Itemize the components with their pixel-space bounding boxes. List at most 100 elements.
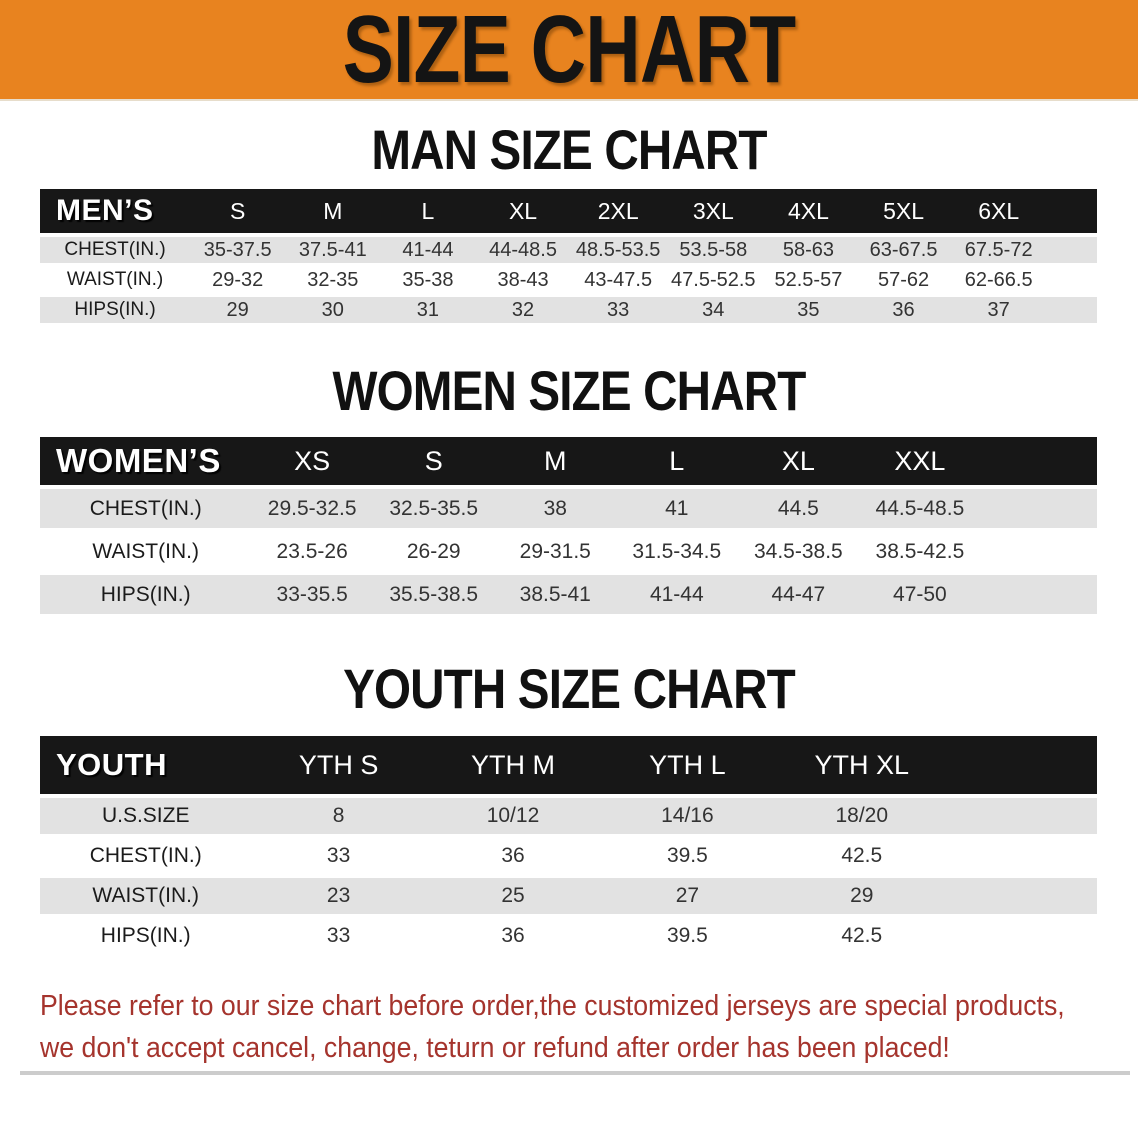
measurement-value: 37 — [951, 297, 1047, 327]
measurement-value: 14/16 — [600, 798, 775, 838]
size-column-header: XL — [475, 189, 571, 237]
table-header-row: WOMEN’S XS S M L XL XXL — [40, 437, 1097, 489]
measurement-value: 29 — [190, 297, 286, 327]
measurement-value: 58-63 — [760, 237, 856, 267]
size-chart-content: MAN SIZE CHART MEN’S S M L XL 2XL 3XL 4XL 5XL 6XL… — [0, 118, 1138, 958]
measurement-value: 29-32 — [190, 267, 286, 297]
spacer-cell — [1046, 297, 1097, 327]
measurement-value: 42.5 — [774, 838, 949, 878]
spacer-cell — [980, 437, 1097, 489]
size-column-header: L — [380, 189, 476, 237]
banner: SIZE CHART — [0, 0, 1138, 101]
size-column-header: YTH M — [425, 736, 601, 798]
spacer-cell — [948, 736, 1097, 798]
measurement-value: 57-62 — [855, 267, 952, 297]
measurement-value: 38.5-42.5 — [859, 532, 981, 575]
spacer-cell — [980, 575, 1097, 618]
youth-section-title: YOUTH SIZE CHART — [343, 657, 796, 720]
measurement-row: CHEST(IN.) 29.5-32.5 32.5-35.5 38 41 44.5 44.5… — [40, 489, 1097, 532]
measurement-value: 29-31.5 — [494, 532, 617, 575]
table-header-row: MEN’S S M L XL 2XL 3XL 4XL 5XL 6XL — [40, 189, 1097, 237]
measurement-label: WAIST(IN.) — [40, 878, 252, 918]
spacer-cell — [948, 878, 1097, 918]
measurement-label: HIPS(IN.) — [40, 575, 252, 618]
measurement-row: CHEST(IN.) 33 36 39.5 42.5 — [40, 838, 1097, 878]
measurement-value: 52.5-57 — [760, 267, 856, 297]
measurement-value: 33 — [251, 918, 426, 958]
measurement-value: 34 — [665, 297, 761, 327]
measurement-value: 41-44 — [380, 237, 476, 267]
size-column-header: XS — [251, 437, 373, 489]
table-group-label-men: MEN’S — [40, 189, 191, 237]
measurement-row: HIPS(IN.) 29 30 31 32 33 34 35 36 37 — [40, 297, 1097, 327]
measurement-value: 26-29 — [372, 532, 495, 575]
measurement-value: 25 — [425, 878, 601, 918]
measurement-row: WAIST(IN.) 23.5-26 26-29 29-31.5 31.5-34.5 34… — [40, 532, 1097, 575]
spacer-cell — [1046, 189, 1097, 237]
measurement-value: 44.5 — [737, 489, 860, 532]
measurement-value: 63-67.5 — [855, 237, 952, 267]
measurement-value: 62-66.5 — [951, 267, 1047, 297]
measurement-value: 32.5-35.5 — [372, 489, 495, 532]
section-men: MAN SIZE CHART MEN’S S M L XL 2XL 3XL 4XL 5XL 6XL… — [0, 118, 1138, 327]
measurement-value: 31 — [380, 297, 476, 327]
spacer-cell — [980, 532, 1097, 575]
measurement-value: 33-35.5 — [251, 575, 373, 618]
measurement-value: 33 — [570, 297, 666, 327]
size-column-header: 3XL — [665, 189, 761, 237]
measurement-label: CHEST(IN.) — [40, 489, 252, 532]
table-header-row: YOUTH YTH S YTH M YTH L YTH XL — [40, 736, 1097, 798]
measurement-value: 35-37.5 — [190, 237, 286, 267]
women-size-table: WOMEN’S XS S M L XL XXL CHEST(IN.) 29.5-32.5 32.5… — [40, 437, 1097, 618]
spacer-cell — [948, 798, 1097, 838]
section-youth: YOUTH SIZE CHART YOUTH YTH S YTH M YTH L YTH… — [0, 657, 1138, 958]
measurement-label: CHEST(IN.) — [40, 237, 191, 267]
measurement-value: 44-47 — [737, 575, 860, 618]
measurement-label: HIPS(IN.) — [40, 918, 252, 958]
measurement-value: 31.5-34.5 — [616, 532, 738, 575]
measurement-value: 23.5-26 — [251, 532, 373, 575]
measurement-value: 32-35 — [285, 267, 381, 297]
size-column-header: S — [372, 437, 495, 489]
size-column-header: 5XL — [855, 189, 952, 237]
measurement-row: U.S.SIZE 8 10/12 14/16 18/20 — [40, 798, 1097, 838]
men-section-title: MAN SIZE CHART — [371, 118, 767, 181]
measurement-row: WAIST(IN.) 23 25 27 29 — [40, 878, 1097, 918]
measurement-value: 47.5-52.5 — [665, 267, 761, 297]
measurement-row: HIPS(IN.) 33-35.5 35.5-38.5 38.5-41 41-44 44-… — [40, 575, 1097, 618]
measurement-value: 32 — [475, 297, 571, 327]
measurement-value: 47-50 — [859, 575, 981, 618]
size-column-header: 4XL — [760, 189, 856, 237]
size-column-header: 6XL — [951, 189, 1047, 237]
size-column-header: YTH XL — [774, 736, 949, 798]
measurement-value: 35.5-38.5 — [372, 575, 495, 618]
measurement-label: WAIST(IN.) — [40, 267, 191, 297]
measurement-value: 33 — [251, 838, 426, 878]
measurement-row: CHEST(IN.) 35-37.5 37.5-41 41-44 44-48.5 48.5… — [40, 237, 1097, 267]
measurement-row: WAIST(IN.) 29-32 32-35 35-38 38-43 43-47.5 47.… — [40, 267, 1097, 297]
measurement-value: 27 — [600, 878, 775, 918]
measurement-value: 35-38 — [380, 267, 476, 297]
measurement-value: 41 — [616, 489, 738, 532]
measurement-value: 41-44 — [616, 575, 738, 618]
page-title: SIZE CHART — [342, 0, 797, 103]
disclaimer: Please refer to our size chart before or… — [40, 985, 1138, 1069]
size-column-header: XL — [737, 437, 860, 489]
size-column-header: YTH L — [600, 736, 775, 798]
size-column-header: L — [616, 437, 738, 489]
table-group-label-women: WOMEN’S — [40, 437, 252, 489]
bottom-divider — [20, 1071, 1130, 1075]
section-women: WOMEN SIZE CHART WOMEN’S XS S M L XL XXL CHEST(… — [0, 359, 1138, 618]
measurement-value: 38 — [494, 489, 617, 532]
size-column-header: XXL — [859, 437, 981, 489]
size-column-header: YTH S — [251, 736, 426, 798]
women-section-title: WOMEN SIZE CHART — [332, 359, 807, 422]
spacer-cell — [948, 838, 1097, 878]
measurement-value: 67.5-72 — [951, 237, 1047, 267]
spacer-cell — [1046, 237, 1097, 267]
measurement-value: 30 — [285, 297, 381, 327]
disclaimer-line-1: Please refer to our size chart before or… — [40, 990, 1065, 1022]
size-column-header: 2XL — [570, 189, 666, 237]
measurement-value: 8 — [251, 798, 426, 838]
measurement-value: 43-47.5 — [570, 267, 666, 297]
